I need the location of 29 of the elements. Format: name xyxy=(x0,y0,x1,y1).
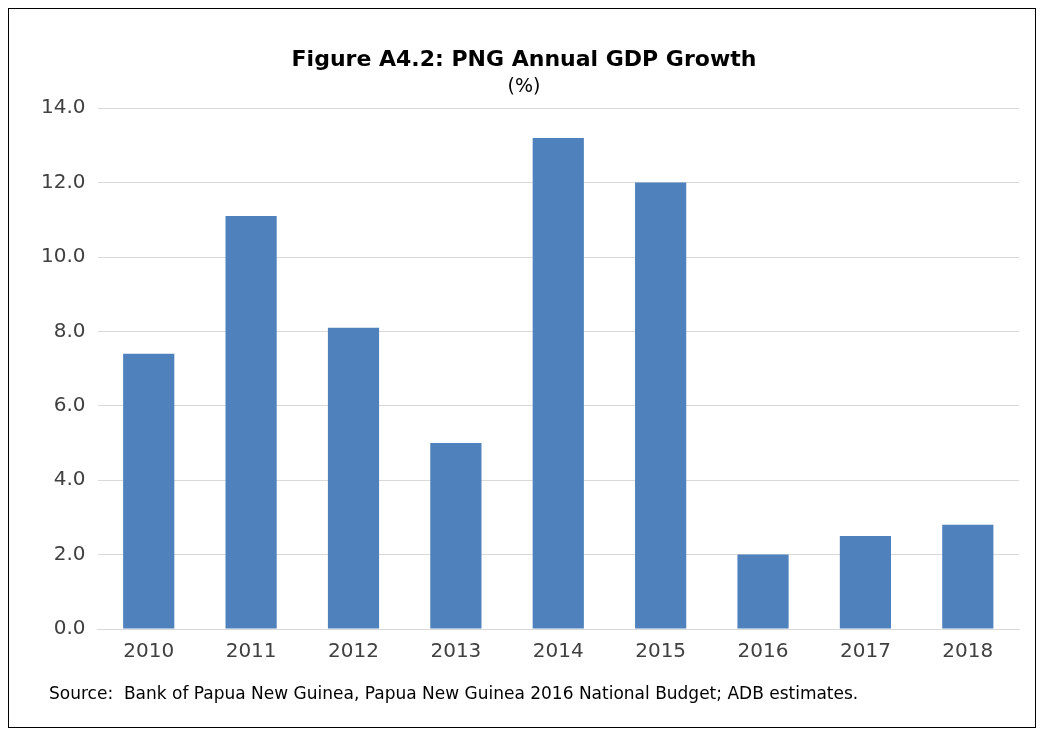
x-tick-label: 2013 xyxy=(430,638,482,663)
y-tick-label: 14.0 xyxy=(41,94,86,119)
bar xyxy=(635,182,687,629)
y-tick-label: 12.0 xyxy=(41,168,86,193)
bar xyxy=(225,216,277,629)
y-tick-label: 8.0 xyxy=(53,317,86,342)
x-tick-label: 2010 xyxy=(123,638,175,663)
source-note: Source: Bank of Papua New Guinea, Papua New Guinea 2016 National Budget; ADB estimates. xyxy=(49,683,859,704)
x-tick-label: 2012 xyxy=(328,638,379,663)
x-tick-label: 2017 xyxy=(839,638,891,663)
y-tick-label: 2.0 xyxy=(53,540,86,565)
x-tick-label: 2014 xyxy=(532,638,584,663)
bar xyxy=(123,353,175,629)
bar xyxy=(942,524,994,629)
y-tick-label: 4.0 xyxy=(53,466,86,491)
y-tick-label: 6.0 xyxy=(53,392,86,416)
bar xyxy=(430,443,482,629)
bar xyxy=(327,327,380,629)
chart-subtitle: (%) xyxy=(507,73,541,96)
x-tick-label: 2018 xyxy=(942,638,994,663)
bar xyxy=(532,137,584,629)
x-tick-label: 2016 xyxy=(737,638,789,663)
x-tick-label: 2015 xyxy=(635,638,687,663)
y-tick-label: 10.0 xyxy=(41,243,86,268)
y-tick-label: 0.0 xyxy=(53,615,86,640)
x-tick-label: 2011 xyxy=(225,638,277,663)
bar xyxy=(737,554,789,629)
bar xyxy=(839,536,892,629)
chart-title: Figure A4.2: PNG Annual GDP Growth xyxy=(291,45,757,71)
